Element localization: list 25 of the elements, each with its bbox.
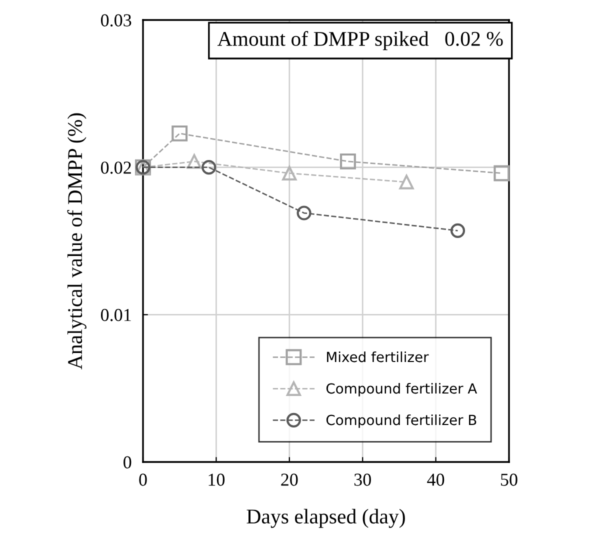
x-tick-label: 20	[281, 474, 298, 486]
x-tick-label: 10	[208, 474, 225, 486]
point	[450, 223, 466, 238]
x-tick-label: 50	[501, 474, 518, 486]
y-tick-label: 0.01	[100, 308, 131, 322]
point	[172, 125, 188, 142]
legend-label: Compound fertilizer B	[326, 414, 476, 428]
y-tick-label: 0.03	[100, 14, 132, 27]
x-tick-label: 30	[354, 474, 371, 486]
y-tick-label: 0	[124, 456, 132, 468]
point	[202, 160, 216, 175]
x-tick-label: 40	[427, 474, 444, 486]
annotation: Amount of DMPP spiked 0.02 %	[217, 31, 503, 50]
x-tick-label: 0	[139, 474, 147, 486]
y-axis-title: Analytical value of DMPP (%)	[67, 113, 86, 370]
legend-label: Compound fertilizer A	[326, 382, 478, 396]
point	[282, 166, 297, 181]
point	[340, 153, 356, 170]
point	[399, 174, 414, 190]
x-axis-title: Days elapsed (day)	[246, 508, 405, 528]
point	[296, 206, 312, 220]
point	[494, 165, 510, 182]
y-tick-label: 0.02	[100, 162, 131, 174]
point	[186, 154, 202, 169]
legend-label: Mixed fertilizer	[327, 351, 429, 362]
